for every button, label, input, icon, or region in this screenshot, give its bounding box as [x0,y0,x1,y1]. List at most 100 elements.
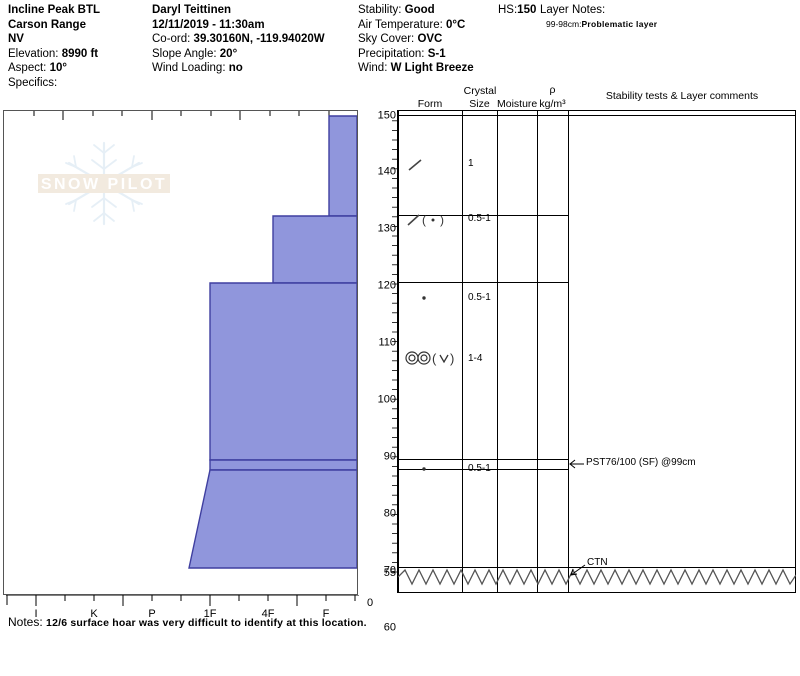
elevation-label: Elevation: [8,47,62,60]
hardness-label-4F: 4F [261,608,275,620]
snowpilot-watermark: SNOW PILOT [24,141,184,226]
cell-form-layer-1 [406,158,428,172]
col-header-stability-tests: Stability tests & Layer comments [605,90,759,102]
top-ruler-ticks [33,111,330,120]
aspect-value: 10° [49,62,67,75]
header-row: HS:150 [498,3,548,18]
col-header-form: Form [417,98,443,110]
sky-cover-value: OVC [417,33,443,46]
specifics-label: Specifics: [8,76,58,89]
hardness-label-1F: 1F [203,608,217,620]
col-header-rho: ρ [549,84,556,96]
wind-loading-value: no [228,62,243,75]
cell-size-layer-2: 0.5-1 [468,213,491,224]
stability-label: Stability: [358,4,405,16]
header-row: Wind: W Light Breeze [358,61,498,76]
precipitation-label: Precipitation: [358,47,428,60]
depth-tick-120: 120 [377,279,396,292]
cell-size-layer-1: 1 [468,158,474,169]
cell-form-layer-5 [418,463,430,475]
profile-notes: Notes: 12/6 surface hoar was very diffic… [8,615,367,629]
hs-label: HS: [498,4,518,16]
cell-size-layer-3: 0.5-1 [468,292,491,303]
col-header-rho-units: kg/m³ [539,98,566,110]
aspect-label: Aspect: [8,62,50,75]
layer-table: 1 ( ) 0.5-1 0.5-1 ( ) [398,110,796,595]
header-row: Slope Angle: 20° [152,47,352,62]
cell-form-layer-4: ( ) [402,350,462,366]
depth-tick-110: 110 [378,336,396,349]
svg-text:(: ( [432,351,437,366]
profile-header: Incline Peak BTL Carson Range NV Elevati… [0,0,800,89]
watermark-text: SNOW PILOT [41,176,167,193]
wind-value: W Light Breeze [390,62,474,75]
header-row: Wind Loading: no [152,61,352,76]
stability-value: Good [404,4,435,16]
hardness-label-I: I [34,608,38,620]
depth-tick-100: 100 [377,393,396,406]
svg-text:(: ( [422,213,426,227]
rounded-grain-icon [422,296,426,300]
depth-tick-150: 150 [377,109,396,122]
header-column-hs: HS:150 [498,3,548,18]
depth-tick-140: 140 [377,165,396,178]
grid-lines [398,110,796,593]
annotation-pst: PST76/100 (SF) @99cm [586,457,696,468]
hardness-label-K: K [90,608,98,620]
coord-value: 39.30160N, -119.94020W [193,33,325,46]
layer-note-depth: 99-98cm: [546,18,582,29]
pst-annotation-arrow [569,459,584,469]
table-column-headers: Form Crystal Size Moisture ρ kg/m³ Stabi… [0,84,800,112]
new-snow-mixed-icon: ( ) [407,213,444,227]
cell-size-layer-4: 1-4 [468,353,483,364]
depth-tick-80: 80 [383,507,396,520]
slope-angle-label: Slope Angle: [152,47,220,60]
header-row: Daryl Teittinen [152,3,352,18]
hardness-profile-area: SNOW PILOT [3,110,358,595]
depth-tick-130: 130 [377,222,396,235]
hardness-label-F: F [322,608,330,620]
header-row: Co-ord: 39.30160N, -119.94020W [152,32,352,47]
layer-bar-135-125 [272,215,357,284]
header-row: Aspect: 10° [8,61,153,76]
depth-axis-ticks [392,110,398,593]
hardness-scale-ticks [6,595,359,606]
layer-bar-125-99 [209,282,357,461]
precipitation-value: S-1 [427,47,446,60]
layer-bar-150-135 [328,115,357,217]
svg-text:): ) [450,351,454,366]
col-header-size: Size [469,98,490,110]
layer-bar-99-98-weak [209,459,357,471]
layer-notes-title: Layer Notes: [540,4,606,16]
header-row: Stability: Good [358,3,498,18]
air-temp-label: Air Temperature: [358,18,446,31]
hs-value: 150 [517,4,537,16]
axis-break-zigzag [398,568,796,586]
depth-tick-55: 55 [383,567,396,579]
depth-tick-70: 70 [383,564,396,577]
header-column-observer: Daryl Teittinen 12/11/2019 - 11:30am Co-… [152,3,352,76]
depth-axis: 150 140 130 120 110 100 90 80 70 60 [358,109,398,633]
svg-text:): ) [440,213,444,227]
depth-tick-60: 60 [383,621,396,634]
header-row: Specifics: [8,76,153,91]
layer-note-item: 99-98cm:Problematic layer [546,18,795,30]
header-row: NV [8,32,153,47]
layer-table-grid [398,110,796,593]
header-row: Incline Peak BTL [8,3,153,18]
annotation-ctn: CTN [587,557,608,568]
elevation-value: 8990 ft [61,47,99,60]
notes-text: 12/6 surface hoar was very difficult to … [46,617,367,629]
rounded-surface-hoar-icon: ( ) [405,351,454,366]
col-header-moisture: Moisture [497,98,538,110]
header-row: Precipitation: S-1 [358,47,498,62]
cell-size-layer-5: 0.5-1 [468,463,491,474]
header-row: Carson Range [8,18,153,33]
layer-bar-98-55 [188,469,357,569]
site-name: Incline Peak BTL [8,4,101,16]
cell-form-layer-3 [418,292,430,304]
header-row: Sky Cover: OVC [358,32,498,47]
hardness-label-P: P [148,608,156,620]
header-column-weather: Stability: Good Air Temperature: 0°C Sky… [358,3,498,76]
header-column-location: Incline Peak BTL Carson Range NV Elevati… [8,3,153,91]
